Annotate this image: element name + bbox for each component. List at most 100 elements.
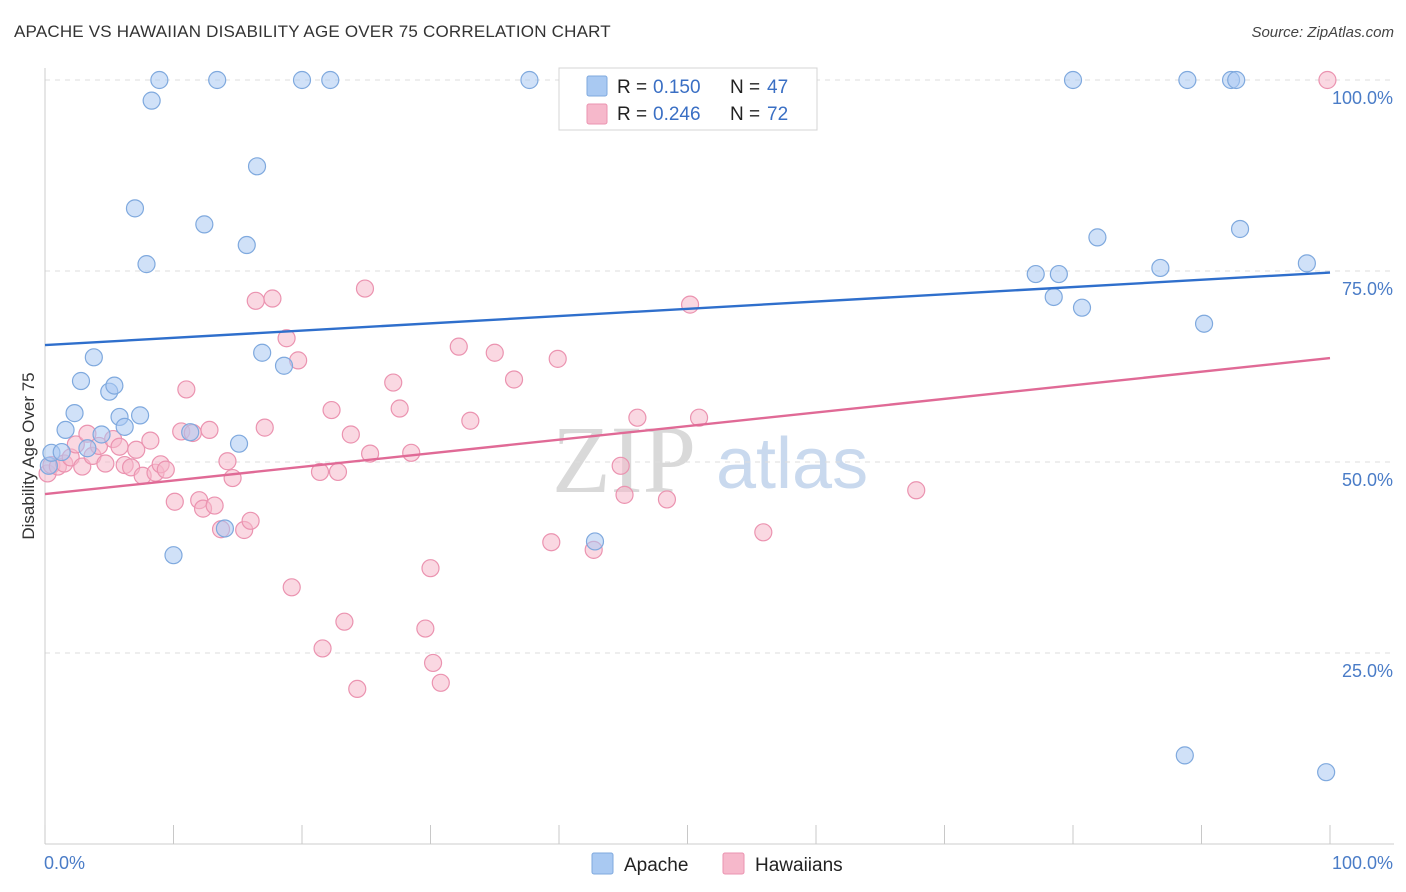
hawaiians-point [263,289,282,308]
hawaiians-point [754,523,773,542]
hawaiians-point [548,349,567,368]
hawaiians-point [313,639,332,658]
hawaiians-point [361,444,380,463]
hawaiians-point [335,612,354,631]
apache-point [195,215,214,234]
hawaiians-point [355,279,375,298]
apache-r-label: R = [617,77,647,98]
hawaiians-point [348,679,367,699]
hawaiians-point [322,400,341,420]
hawaiians-point [177,380,196,399]
apache-n-label: N = [730,77,760,98]
apache-point [1088,228,1107,247]
apache-point [92,425,111,444]
hawaiians-point [461,411,480,430]
apache-point [130,406,150,425]
y-tick-label-100: 100.0% [1332,88,1393,108]
apache-point [115,417,134,436]
hawaiians-point [205,496,224,515]
y-axis-tick-labels: 25.0% 50.0% 75.0% 100.0% [1332,88,1393,681]
hawaiians-point [282,578,301,597]
y-tick-label-50: 50.0% [1342,470,1393,490]
hawaiians-legend-swatch [586,103,608,125]
apache-point [1297,254,1316,273]
hawaiians-point [277,329,296,348]
hawaiians-point [223,468,242,488]
source-credit: Source: ZipAtlas.com [1251,24,1394,41]
hawaiians-point [328,462,348,482]
apache-trend-line [44,271,1331,347]
apache-point [105,376,124,395]
series-apache-points [39,70,1336,782]
hawaiians-point [246,291,265,310]
apache-point [1063,70,1083,90]
apache-point [164,546,183,565]
apache-point [142,91,161,110]
hawaiians-point [1318,70,1337,90]
apache-point [1175,746,1194,765]
apache-legend-swatch [586,75,608,97]
hawaiians-point [431,673,450,692]
y-axis-title: Disability Age Over 75 [19,372,38,539]
apache-r-value: 0.150 [653,77,701,98]
hawaiians-point [504,370,524,389]
apache-point [229,434,249,453]
apache-point [150,70,169,90]
hawaiians-point [255,418,274,437]
apache-point [1230,219,1250,239]
apache-point [56,420,75,440]
apache-point [1044,287,1063,307]
hawaiians-r-value: 0.246 [653,104,701,125]
hawaiians-point [689,408,709,427]
apache-point [321,70,340,90]
apache-point [1026,264,1045,284]
hawaiians-point [200,420,219,440]
hawaiians-point [218,452,237,471]
apache-point [292,70,312,90]
apache-n-value: 47 [767,77,788,98]
stats-legend: R = 0.150 N = 47 R = 0.246 N = 72 [558,67,818,131]
apache-point [1072,298,1092,317]
hawaiians-bottom-swatch [722,852,745,875]
hawaiians-point [657,490,677,509]
hawaiians-point [542,533,561,552]
hawaiians-point [110,437,129,456]
apache-point [65,404,84,423]
apache-point [137,255,156,274]
apache-point [78,439,97,458]
hawaiians-legend-label: Hawaiians [755,855,843,876]
hawaiians-point [341,425,360,444]
hawaiians-point [402,443,421,462]
hawaiians-point [310,462,330,482]
hawaiians-point [628,408,647,427]
hawaiians-point [611,456,630,475]
hawaiians-point [421,559,440,578]
apache-point [208,70,227,90]
hawaiians-point [485,343,504,362]
apache-point [215,519,234,538]
hawaiians-point [384,373,403,392]
x-tick-label-max: 100.0% [1332,853,1393,873]
apache-point [125,199,145,218]
apache-point [237,235,256,255]
apache-point [585,532,605,551]
hawaiians-point [156,460,175,479]
x-tick-label-min: 0.0% [44,853,85,873]
apache-point [1227,70,1246,90]
y-tick-label-75: 75.0% [1342,279,1393,299]
apache-point [520,70,539,90]
apache-point [1317,763,1336,782]
series-legend: Apache Hawaiians [591,852,843,876]
apache-legend-label: Apache [624,855,688,876]
apache-point [1194,314,1214,333]
hawaiians-point [127,440,146,459]
apache-point [84,348,103,367]
apache-point [52,442,71,462]
hawaiians-point [390,399,409,418]
apache-point [181,423,200,442]
watermark: ZIP atlas [552,406,868,513]
gridlines [45,79,1394,654]
hawaiians-point [96,454,115,473]
hawaiians-point [680,295,700,314]
